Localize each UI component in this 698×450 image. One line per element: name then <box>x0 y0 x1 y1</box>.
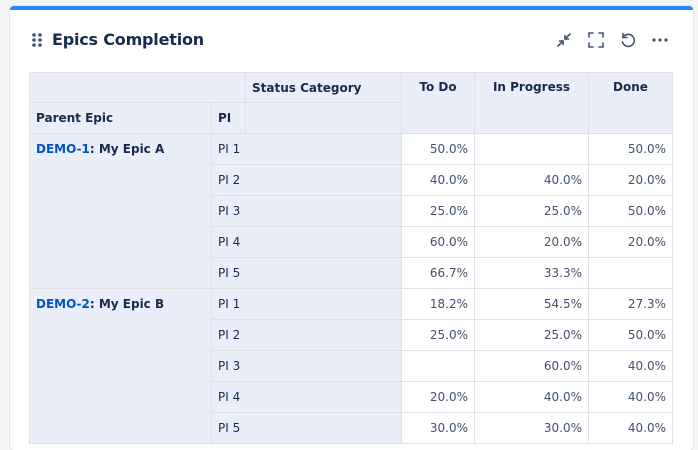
table-row: PI 2 25.0% 25.0% 50.0% <box>30 319 673 351</box>
header-spacer <box>245 102 402 134</box>
value-cell-done: 40.0% <box>588 381 673 413</box>
widget-title: Epics Completion <box>52 30 204 49</box>
value-cell-todo: 50.0% <box>401 133 475 165</box>
value-cell-todo: 18.2% <box>401 288 475 320</box>
pi-header[interactable]: PI <box>211 102 246 134</box>
pi-cell: PI 4 <box>211 226 402 258</box>
pivot-table: Status Category To Do In Progress Done P… <box>29 72 673 444</box>
col-header-todo[interactable]: To Do <box>401 72 475 134</box>
table-row: DEMO-2: My Epic B PI 1 18.2% 54.5% 27.3% <box>29 288 673 444</box>
pi-cell: PI 1 <box>211 288 402 320</box>
more-icon[interactable] <box>650 30 670 50</box>
value-cell-done: 20.0% <box>588 164 673 196</box>
value-cell-todo: 60.0% <box>401 226 475 258</box>
header-corner <box>29 72 246 103</box>
value-cell-in-progress: 33.3% <box>474 257 589 289</box>
table-row: PI 2 40.0% 40.0% 20.0% <box>30 164 673 196</box>
table-row: PI 5 30.0% 30.0% 40.0% <box>30 412 673 444</box>
pi-cell: PI 1 <box>211 133 402 165</box>
pi-cell: PI 5 <box>211 257 402 289</box>
pi-cell: PI 2 <box>211 164 402 196</box>
value-cell-todo: 30.0% <box>401 412 475 444</box>
value-cell-done: 20.0% <box>588 226 673 258</box>
table-body: DEMO-1: My Epic A PI 1 50.0% 50.0% PI 2 40.0%… <box>29 133 673 444</box>
col-header-in-progress[interactable]: In Progress <box>474 72 589 134</box>
value-cell-todo: 66.7% <box>401 257 475 289</box>
value-cell-in-progress <box>474 133 589 165</box>
value-cell-todo: 20.0% <box>401 381 475 413</box>
value-cell-done: 40.0% <box>588 350 673 382</box>
widget-card: Epics Completion <box>10 6 693 450</box>
table-row: PI 5 66.7% 33.3% <box>30 257 673 289</box>
value-cell-todo: 25.0% <box>401 195 475 227</box>
pi-cell: PI 3 <box>211 195 402 227</box>
pi-cell: PI 4 <box>211 381 402 413</box>
value-cell-in-progress: 20.0% <box>474 226 589 258</box>
pi-cell: PI 5 <box>211 412 402 444</box>
widget-header: Epics Completion <box>10 10 693 64</box>
parent-epic-header[interactable]: Parent Epic <box>29 102 212 134</box>
value-cell-done: 50.0% <box>588 319 673 351</box>
pi-cell: PI 3 <box>211 350 402 382</box>
value-cell-in-progress: 25.0% <box>474 195 589 227</box>
epic-key-link[interactable]: DEMO-1 <box>36 142 90 156</box>
status-category-header: Status Category <box>245 72 402 103</box>
value-cell-done: 50.0% <box>588 133 673 165</box>
drag-handle-icon[interactable] <box>30 32 44 48</box>
value-cell-in-progress: 60.0% <box>474 350 589 382</box>
pi-cell: PI 2 <box>211 319 402 351</box>
value-cell-done: 40.0% <box>588 412 673 444</box>
fullscreen-icon[interactable] <box>586 30 606 50</box>
value-cell-in-progress: 30.0% <box>474 412 589 444</box>
value-cell-todo <box>401 350 475 382</box>
col-header-done[interactable]: Done <box>588 72 673 134</box>
table-row: PI 4 60.0% 20.0% 20.0% <box>30 226 673 258</box>
epic-name: : My Epic B <box>89 297 165 311</box>
value-cell-in-progress: 40.0% <box>474 164 589 196</box>
table-row: PI 3 25.0% 25.0% 50.0% <box>30 195 673 227</box>
value-cell-todo: 40.0% <box>401 164 475 196</box>
value-cell-done <box>588 257 673 289</box>
minimize-icon[interactable] <box>554 30 574 50</box>
epic-cell: DEMO-2: My Epic B <box>29 288 212 444</box>
epic-cell: DEMO-1: My Epic A <box>29 133 212 289</box>
value-cell-in-progress: 25.0% <box>474 319 589 351</box>
value-cell-in-progress: 54.5% <box>474 288 589 320</box>
value-cell-todo: 25.0% <box>401 319 475 351</box>
epic-name: : My Epic A <box>89 142 165 156</box>
value-cell-done: 27.3% <box>588 288 673 320</box>
epic-key-link[interactable]: DEMO-2 <box>36 297 90 311</box>
refresh-icon[interactable] <box>618 30 638 50</box>
table-row: DEMO-1: My Epic A PI 1 50.0% 50.0% <box>29 133 673 289</box>
table-row: PI 4 20.0% 40.0% 40.0% <box>30 381 673 413</box>
value-cell-done: 50.0% <box>588 195 673 227</box>
value-cell-in-progress: 40.0% <box>474 381 589 413</box>
